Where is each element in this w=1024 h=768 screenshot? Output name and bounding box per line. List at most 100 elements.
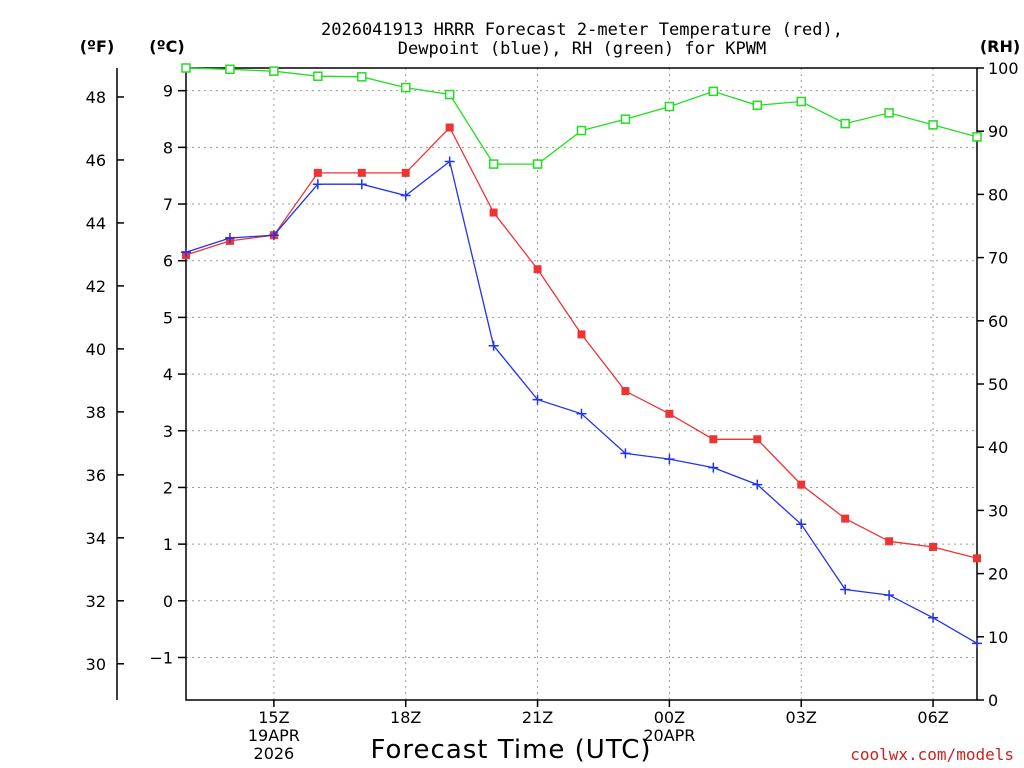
dewpoint-point (620, 448, 631, 459)
temperature-point (401, 168, 410, 177)
rh-point (357, 72, 367, 82)
rh-tick-label: 50 (988, 375, 1008, 394)
temperature-point (533, 265, 542, 274)
temperature-point (445, 123, 454, 132)
dewpoint-point (312, 179, 323, 190)
rh-tick-label: 30 (988, 501, 1008, 520)
temperature-point (797, 480, 806, 489)
dewpoint-point (224, 233, 235, 244)
fahrenheit-tick-label: 32 (86, 592, 106, 611)
rh-tick-label: 90 (988, 122, 1008, 141)
rh-point (400, 82, 411, 93)
grid-lines (186, 68, 977, 700)
rh-tick-label: 20 (988, 565, 1008, 584)
rh-tick-label: 40 (988, 438, 1008, 457)
x-tick-label: 18Z (390, 708, 421, 727)
fahrenheit-tick-label: 44 (86, 214, 106, 233)
rh-tick-label: 10 (988, 628, 1008, 647)
rh-point (313, 71, 323, 81)
fahrenheit-unit-label: (ºF) (80, 37, 115, 56)
x-tick-date-label: 20APR (643, 726, 695, 745)
dewpoint-point (181, 247, 191, 258)
dewpoint-point (796, 519, 807, 530)
temperature-point (929, 542, 938, 551)
fahrenheit-tick-label: 30 (86, 655, 106, 674)
rh-point (796, 96, 806, 107)
rh-point (532, 159, 543, 169)
fahrenheit-tick-label: 42 (86, 277, 106, 296)
temperature-point (665, 409, 674, 418)
temperature-point (753, 435, 762, 444)
dewpoint-point (576, 408, 587, 419)
rh-tick-label: 0 (988, 691, 998, 710)
fahrenheit-tick-label: 36 (86, 466, 106, 485)
rh-point (708, 86, 719, 97)
temperature-point (973, 554, 981, 563)
temperature-point (621, 387, 630, 396)
rh-tick-label: 70 (988, 249, 1008, 268)
rh-point (884, 108, 894, 118)
rh-point (752, 100, 763, 111)
rh-point (225, 64, 235, 75)
temperature-point (841, 514, 850, 523)
fahrenheit-tick-label: 34 (86, 529, 106, 548)
x-axis-title: Forecast Time (UTC) (370, 735, 651, 765)
celsius-tick-label: 0 (163, 592, 173, 611)
dewpoint-point (752, 479, 763, 490)
x-tick-year-label: 2026 (254, 744, 295, 763)
dewpoint-point (268, 230, 279, 241)
rh-point (620, 114, 631, 124)
temperature-point (577, 330, 586, 339)
rh-point (928, 120, 938, 130)
rh-point (664, 101, 675, 112)
dewpoint-point (356, 179, 367, 190)
dewpoint-point (928, 612, 939, 623)
celsius-tick-label: 5 (163, 308, 173, 327)
fahrenheit-tick-label: 48 (86, 88, 106, 107)
temperature-point (709, 435, 718, 444)
chart-title-line1: 2026041913 HRRR Forecast 2-meter Tempera… (321, 20, 843, 40)
x-tick-label: 15Z (258, 708, 289, 727)
temperature-point (489, 208, 498, 217)
celsius-tick-label: 9 (163, 82, 173, 101)
temperature-line (185, 126, 978, 559)
rh-tick-label: 100 (988, 59, 1019, 78)
x-tick-label: 06Z (917, 708, 948, 727)
rh-point (269, 66, 279, 76)
credit-text: coolwx.com/models (850, 745, 1014, 764)
dewpoint-point (708, 462, 719, 473)
fahrenheit-tick-label: 38 (86, 403, 106, 422)
dewpoint-point (444, 156, 455, 167)
fahrenheit-tick-label: 40 (86, 340, 106, 359)
rh-point (576, 125, 587, 136)
dewpoint-point (532, 394, 543, 405)
temperature-point (313, 168, 322, 177)
dewpoint-point (884, 590, 895, 601)
rh-point (181, 63, 191, 73)
x-tick-label: 00Z (654, 708, 685, 727)
celsius-tick-label: 2 (163, 478, 173, 497)
dewpoint-point (972, 638, 982, 649)
rh-line (185, 67, 978, 165)
fahrenheit-tick-label: 46 (86, 151, 106, 170)
temperature-point (885, 537, 894, 546)
celsius-tick-label: 4 (163, 365, 173, 384)
chart-title-line2: Dewpoint (blue), RH (green) for KPWM (398, 39, 766, 59)
dewpoint-point (840, 584, 851, 595)
dewpoint-line (185, 160, 978, 644)
x-tick-label: 21Z (522, 708, 553, 727)
rh-point (840, 118, 850, 129)
rh-tick-label: 60 (988, 312, 1008, 331)
celsius-tick-label: 3 (163, 422, 173, 441)
dewpoint-point (664, 454, 675, 465)
rh-point (488, 159, 499, 169)
celsius-tick-label: 7 (163, 195, 173, 214)
rh-tick-label: 80 (988, 185, 1008, 204)
celsius-tick-label: 8 (163, 138, 173, 157)
rh-unit-label: (RH) (980, 37, 1020, 56)
x-tick-label: 03Z (786, 708, 817, 727)
rh-point (972, 132, 982, 142)
celsius-tick-label: 6 (163, 252, 173, 271)
